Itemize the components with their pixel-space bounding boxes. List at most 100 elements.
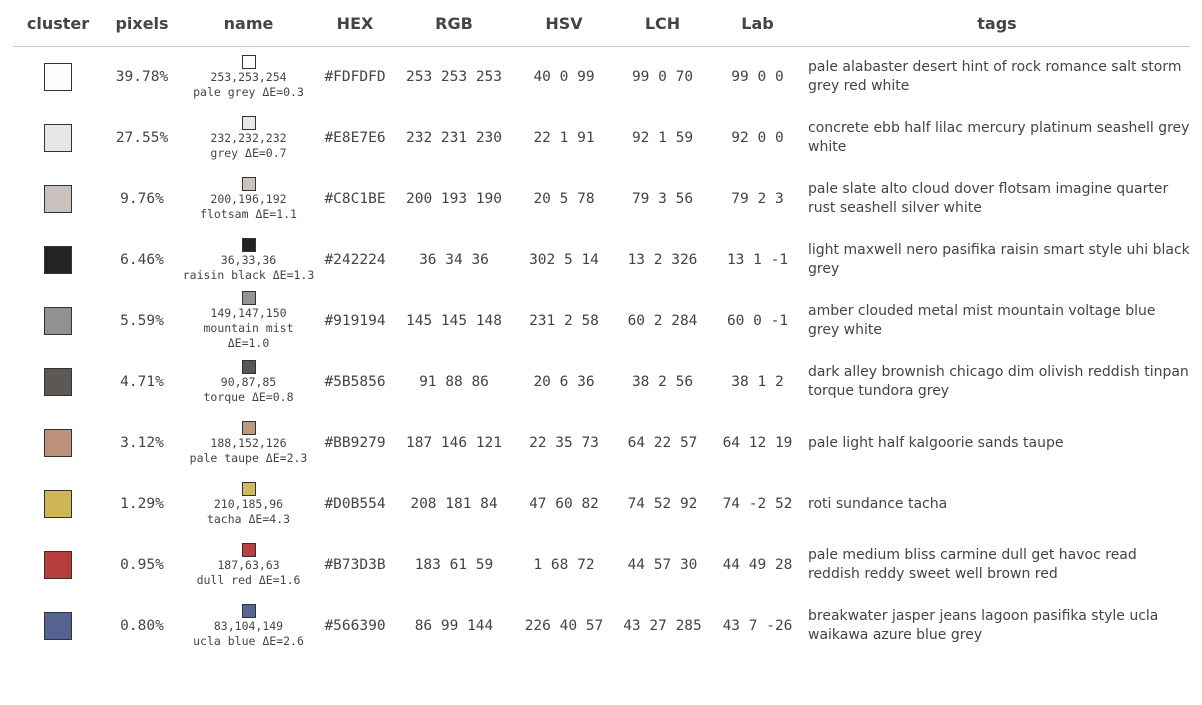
lch-cell: 64 22 57	[627, 435, 698, 451]
lch-cell: 74 52 92	[627, 496, 698, 512]
cluster-swatch	[44, 551, 72, 579]
lab-cell: 79 2 3	[731, 191, 784, 207]
header-lab: Lab	[711, 0, 804, 47]
cluster-cell	[13, 47, 103, 108]
name-rgb: 200,196,192	[210, 191, 287, 206]
rgb-cell: 91 88 86	[419, 374, 489, 390]
named-color-swatch	[241, 54, 256, 69]
cluster-swatch	[44, 612, 72, 640]
named-color-swatch	[241, 420, 256, 435]
pixels-cell: 0.80%	[120, 618, 164, 634]
name-rgb: 90,87,85	[220, 374, 277, 389]
pixels-cell: 4.71%	[120, 374, 164, 390]
rgb-cell: 36 34 36	[419, 252, 489, 268]
pixels-cell: 9.76%	[120, 191, 164, 207]
tags-cell: breakwater jasper jeans lagoon pasifika …	[808, 608, 1159, 643]
cluster-swatch	[44, 368, 72, 396]
lab-cell: 92 0 0	[731, 130, 784, 146]
tags-cell: roti sundance tacha	[808, 495, 948, 512]
name-label: dull red ΔE=1.6	[196, 572, 301, 587]
named-color-swatch	[241, 603, 256, 618]
name-cell: 188,152,126 pale taupe ΔE=2.3	[181, 413, 316, 474]
named-color-swatch	[241, 481, 256, 496]
lab-cell: 60 0 -1	[726, 313, 789, 329]
table-row: 4.71% 90,87,85 torque ΔE=0.8 #5B5856 91 8…	[13, 352, 1190, 413]
table-row: 27.55% 232,232,232 grey ΔE=0.7 #E8E7E6 23…	[13, 108, 1190, 169]
cluster-swatch	[44, 124, 72, 152]
hex-cell: #919194	[324, 313, 386, 329]
name-label: pale grey ΔE=0.3	[193, 84, 304, 99]
lch-cell: 38 2 56	[631, 374, 694, 390]
named-color-swatch	[241, 359, 256, 374]
cluster-swatch	[44, 246, 72, 274]
hsv-cell: 20 6 36	[533, 374, 595, 390]
cluster-cell	[13, 352, 103, 413]
cluster-cell	[13, 596, 103, 657]
rgb-cell: 200 193 190	[405, 191, 503, 207]
named-color-swatch	[241, 237, 256, 252]
pixels-cell: 39.78%	[115, 69, 169, 86]
name-label: torque ΔE=0.8	[203, 389, 294, 404]
lch-cell: 13 2 326	[627, 252, 698, 268]
pixels-cell: 27.55%	[115, 130, 169, 146]
pixels-cell: 5.59%	[120, 313, 164, 329]
tags-cell: pale light half kalgoorie sands taupe	[808, 434, 1064, 451]
hex-cell: #FDFDFD	[324, 69, 386, 86]
lab-cell: 99 0 0	[731, 69, 784, 86]
name-cell: 210,185,96 tacha ΔE=4.3	[181, 474, 316, 535]
name-cell: 232,232,232 grey ΔE=0.7	[181, 108, 316, 169]
table-row: 9.76% 200,196,192 flotsam ΔE=1.1 #C8C1BE …	[13, 169, 1190, 230]
hsv-cell: 40 0 99	[533, 69, 595, 86]
table-row: 0.95% 187,63,63 dull red ΔE=1.6 #B73D3B 1…	[13, 535, 1190, 596]
name-cell: 36,33,36 raisin black ΔE=1.3	[181, 230, 316, 291]
hsv-cell: 302 5 14	[529, 252, 599, 268]
tags-cell: pale medium bliss carmine dull get havoc…	[808, 547, 1137, 582]
cluster-swatch	[44, 63, 72, 92]
name-rgb: 188,152,126	[210, 435, 287, 450]
tags-cell: pale slate alto cloud dover flotsam imag…	[808, 181, 1169, 216]
table-row: 5.59% 149,147,150 mountain mist ΔE=1.0 #9…	[13, 291, 1190, 352]
name-cell: 90,87,85 torque ΔE=0.8	[181, 352, 316, 413]
cluster-swatch	[44, 490, 72, 518]
table-row: 0.80% 83,104,149 ucla blue ΔE=2.6 #566390…	[13, 596, 1190, 657]
hsv-cell: 20 5 78	[533, 191, 595, 207]
cluster-swatch	[44, 185, 72, 213]
hsv-cell: 231 2 58	[529, 313, 599, 329]
hex-cell: #B73D3B	[324, 557, 386, 573]
hex-cell: #5B5856	[324, 374, 386, 390]
named-color-swatch	[241, 291, 256, 305]
lab-cell: 64 12 19	[722, 435, 793, 451]
hex-cell: #C8C1BE	[324, 191, 386, 207]
pixels-cell: 1.29%	[120, 496, 164, 512]
table-header: cluster pixels name HEX RGB HSV LCH Lab …	[13, 0, 1190, 47]
cluster-cell	[13, 474, 103, 535]
name-cell: 200,196,192 flotsam ΔE=1.1	[181, 169, 316, 230]
cluster-cell	[13, 169, 103, 230]
name-label: flotsam ΔE=1.1	[200, 206, 297, 221]
cluster-cell	[13, 413, 103, 474]
named-color-swatch	[241, 115, 256, 130]
header-hsv: HSV	[514, 0, 614, 47]
name-rgb: 83,104,149	[213, 618, 284, 633]
name-cell: 187,63,63 dull red ΔE=1.6	[181, 535, 316, 596]
header-pixels: pixels	[103, 0, 181, 47]
name-rgb: 36,33,36	[220, 252, 277, 267]
lch-cell: 79 3 56	[631, 191, 694, 207]
name-cell: 253,253,254 pale grey ΔE=0.3	[181, 47, 316, 108]
lch-cell: 43 27 285	[623, 618, 702, 634]
rgb-cell: 232 231 230	[405, 130, 503, 146]
name-rgb: 149,147,150	[210, 306, 287, 320]
name-rgb: 210,185,96	[213, 496, 284, 511]
hex-cell: #D0B554	[324, 496, 386, 512]
pixels-cell: 0.95%	[120, 557, 164, 573]
table-body: 39.78% 253,253,254 pale grey ΔE=0.3 #FDFD…	[13, 47, 1190, 657]
rgb-cell: 253 253 253	[405, 69, 503, 86]
cluster-cell	[13, 108, 103, 169]
header-row: cluster pixels name HEX RGB HSV LCH Lab …	[13, 0, 1190, 47]
header-cluster: cluster	[13, 0, 103, 47]
cluster-swatch	[44, 429, 72, 457]
name-label: ucla blue ΔE=2.6	[193, 633, 304, 648]
header-rgb: RGB	[394, 0, 514, 47]
tags-cell: dark alley brownish chicago dim olivish …	[808, 364, 1189, 399]
tags-cell: pale alabaster desert hint of rock roman…	[808, 59, 1182, 95]
